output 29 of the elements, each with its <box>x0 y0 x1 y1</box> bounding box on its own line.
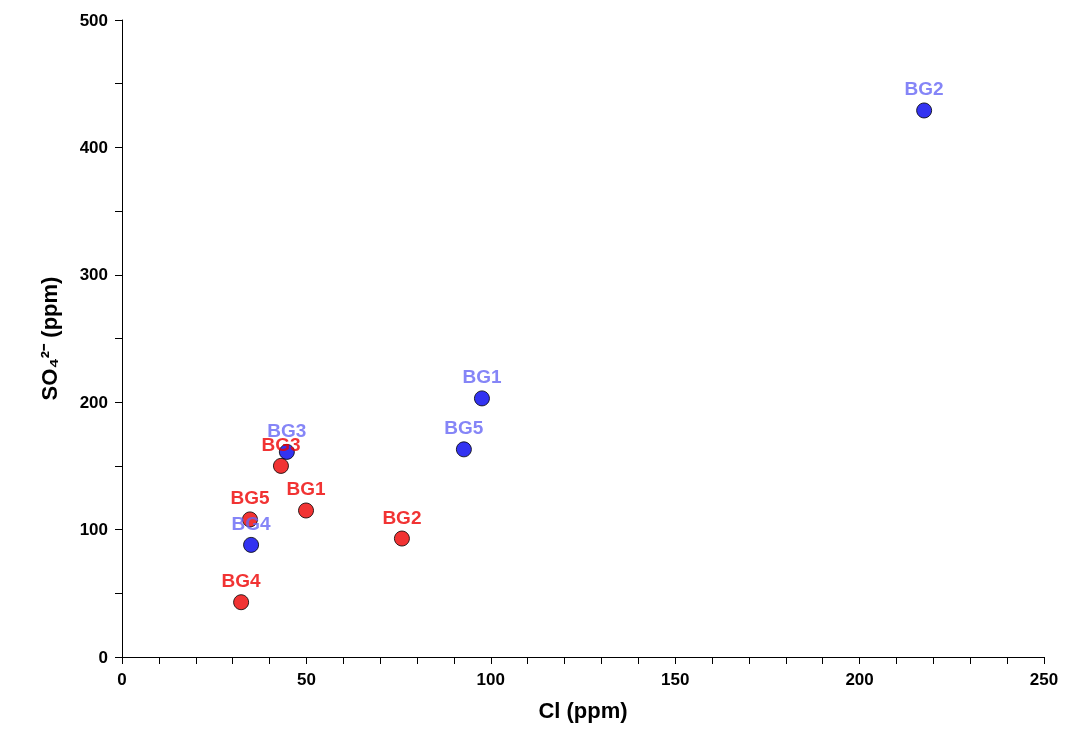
data-label: BG5 <box>444 417 484 439</box>
data-label: BG4 <box>221 570 262 592</box>
point <box>233 594 250 611</box>
data-label: BG2 <box>904 78 944 100</box>
data-label: BG1 <box>286 478 326 500</box>
point <box>298 502 315 519</box>
x-tick-label: 0 <box>117 670 127 689</box>
point <box>272 457 289 474</box>
x-tick-label: 200 <box>845 670 874 689</box>
y-tick-label: 200 <box>79 392 108 412</box>
x-tick-label: 150 <box>661 670 690 689</box>
data-label: BG1 <box>462 366 502 388</box>
point <box>393 530 410 547</box>
y-tick-label: 100 <box>79 520 108 540</box>
y-axis-title: SO₄²⁻ (ppm) <box>36 276 62 401</box>
data-label: BG2 <box>382 506 422 528</box>
y-tick-label: 400 <box>79 137 108 157</box>
x-tick-label: 250 <box>1029 670 1059 689</box>
y-tick-label: 300 <box>79 265 108 285</box>
x-axis-title: Cl (ppm) <box>538 697 628 723</box>
x-tick-label: 50 <box>296 670 316 689</box>
y-tick-label: 500 <box>79 10 108 30</box>
x-tick-label: 100 <box>476 670 505 689</box>
point <box>473 390 490 407</box>
y-tick-label: 0 <box>98 647 108 667</box>
data-label: BG5 <box>230 487 270 509</box>
point <box>455 441 472 458</box>
point <box>916 102 933 119</box>
point <box>243 536 260 553</box>
